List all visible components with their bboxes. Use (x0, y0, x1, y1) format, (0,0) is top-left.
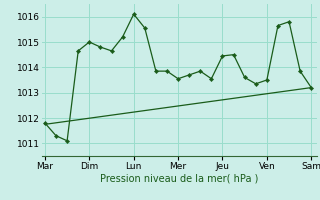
X-axis label: Pression niveau de la mer( hPa ): Pression niveau de la mer( hPa ) (100, 173, 258, 183)
